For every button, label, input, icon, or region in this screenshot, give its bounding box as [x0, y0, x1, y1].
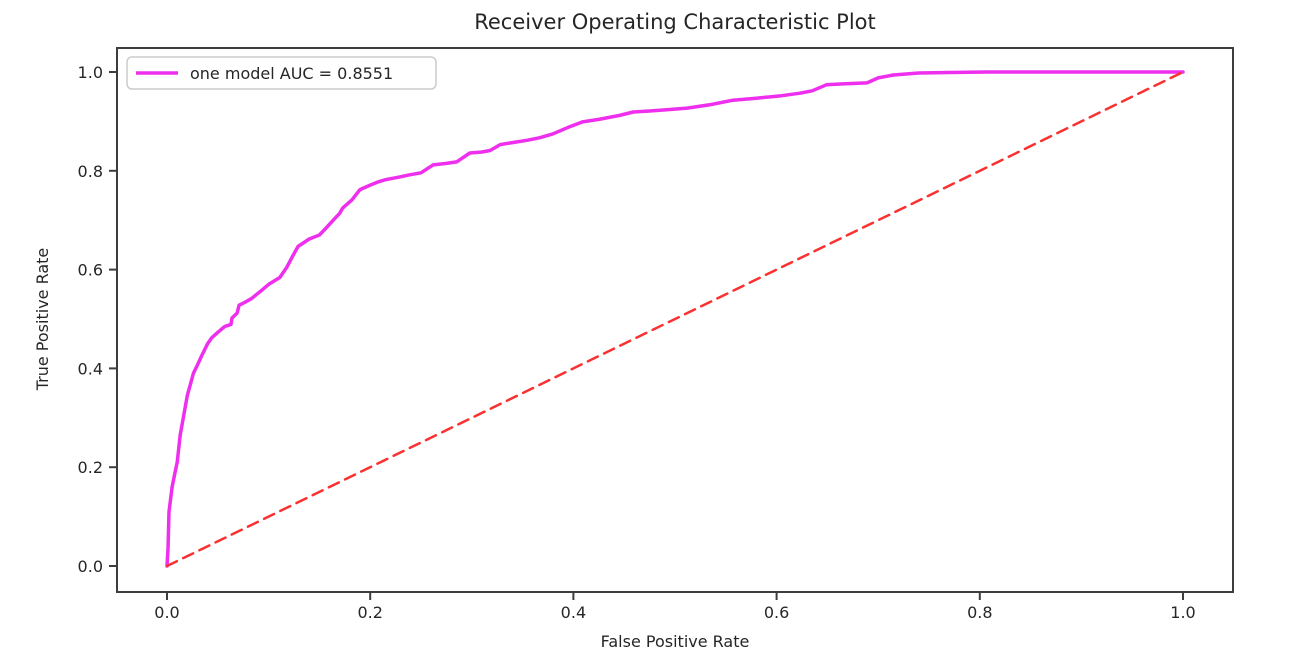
x-tick-label: 0.6 — [764, 603, 789, 622]
x-tick-label: 0.2 — [357, 603, 382, 622]
y-tick-label: 0.8 — [78, 162, 103, 181]
y-tick-label: 1.0 — [78, 63, 103, 82]
y-tick-label: 0.2 — [78, 458, 103, 477]
x-tick-label: 0.0 — [154, 603, 179, 622]
y-tick-label: 0.6 — [78, 261, 103, 280]
chance-diagonal-line — [165, 70, 1185, 568]
x-tick-label: 1.0 — [1170, 603, 1195, 622]
legend-box — [126, 56, 437, 90]
ticks-layer: 0.0 0.2 0.4 0.6 0.8 1.0 0.0 0.2 0.4 0.6 0.8 1.0 — [78, 63, 1196, 622]
y-axis-label: True Positive Rate — [33, 248, 52, 392]
x-tick-label: 0.8 — [967, 603, 992, 622]
legend-label: one model AUC = 0.8551 — [190, 64, 393, 83]
x-axis-label: False Positive Rate — [601, 632, 750, 651]
y-tick-label: 0.0 — [78, 557, 103, 576]
legend: one model AUC = 0.8551 — [126, 56, 437, 90]
x-tick-label: 0.4 — [561, 603, 586, 622]
y-tick-label: 0.4 — [78, 359, 103, 378]
plot-border — [116, 47, 1234, 593]
series-layer — [165, 70, 1185, 568]
roc-curve-line — [165, 70, 1185, 568]
chart-title: Receiver Operating Characteristic Plot — [474, 10, 876, 34]
